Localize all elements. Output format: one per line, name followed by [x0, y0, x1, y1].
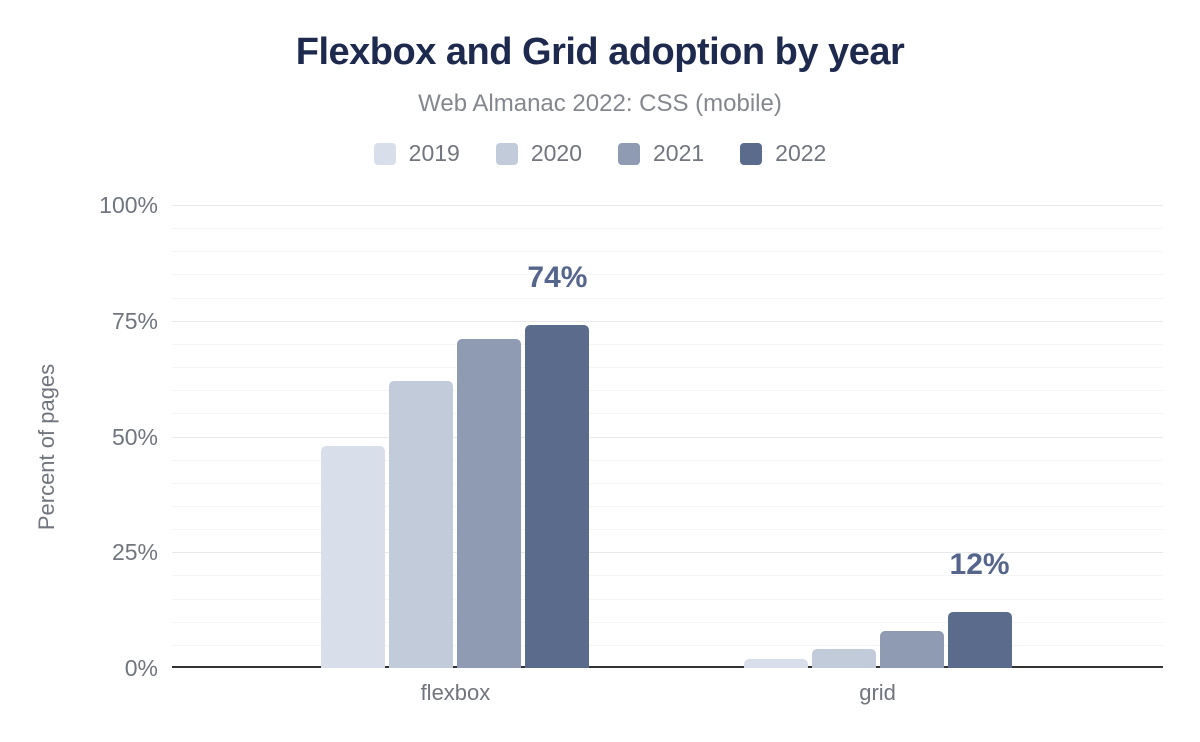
- legend-swatch-2020: [495, 142, 518, 165]
- gridline-30-minor: [172, 529, 1163, 531]
- gridline-80-minor: [172, 297, 1163, 299]
- gridline-40-minor: [172, 482, 1163, 484]
- legend-item-2021: 2021: [618, 140, 704, 167]
- bar-grid-2022: [947, 612, 1012, 668]
- x-axis-label-flexbox: flexbox: [420, 680, 491, 705]
- chart-subtitle: Web Almanac 2022: CSS (mobile): [418, 90, 782, 117]
- y-tick-label-75: 75%: [111, 307, 158, 334]
- gridline-95-minor: [172, 228, 1163, 230]
- bar-flexbox-2019: [321, 445, 386, 668]
- gridline-25-major: [172, 552, 1163, 554]
- bar-value-label-grid: 12%: [949, 548, 1010, 582]
- plot-area: 0% 25% 50% 75% 100% flexbox grid 74% 12%: [99, 192, 1163, 705]
- y-tick-label-100: 100%: [99, 192, 158, 218]
- gridline-5-minor: [172, 644, 1163, 646]
- legend-label-2022: 2022: [775, 140, 827, 166]
- bar-flexbox-2021: [457, 339, 522, 668]
- legend-swatch-2021: [618, 142, 640, 165]
- x-axis-line: [172, 666, 1163, 668]
- gridline-85-minor: [172, 274, 1163, 276]
- gridline-35-minor: [172, 505, 1163, 507]
- gridline-60-minor: [172, 390, 1163, 392]
- y-axis-title: Percent of pages: [34, 363, 59, 531]
- x-axis-label-grid: grid: [859, 680, 896, 705]
- bar-grid-2021: [879, 630, 944, 668]
- legend-swatch-2019: [373, 142, 396, 165]
- gridline-55-minor: [172, 413, 1163, 415]
- gridline-100-major: [172, 205, 1163, 206]
- gridline-45-minor: [172, 459, 1163, 461]
- legend-label-2021: 2021: [653, 140, 705, 166]
- gridline-50-major: [172, 436, 1163, 438]
- y-tick-label-25: 25%: [111, 539, 158, 566]
- bar-flexbox-2020: [389, 380, 454, 668]
- legend-label-2020: 2020: [530, 140, 582, 166]
- gridline-65-minor: [172, 367, 1163, 369]
- gridline-90-minor: [172, 251, 1163, 253]
- legend: 2019 2020 2021 2022: [0, 140, 1200, 167]
- bar-value-label-flexbox: 74%: [527, 261, 588, 295]
- bar-grid-2020: [811, 649, 876, 668]
- legend-item-2019: 2019: [373, 140, 460, 167]
- gridline-20-minor: [172, 575, 1163, 577]
- gridline-75-major: [172, 320, 1163, 322]
- legend-item-2022: 2022: [740, 140, 826, 167]
- legend-label-2019: 2019: [408, 140, 460, 166]
- gridline-10-minor: [172, 621, 1163, 623]
- legend-item-2020: 2020: [495, 140, 582, 167]
- gridline-15-minor: [172, 598, 1163, 600]
- bar-flexbox-2022: [525, 325, 590, 668]
- bar-grid-2019: [743, 658, 808, 668]
- y-tick-label-50: 50%: [111, 423, 158, 450]
- gridline-70-minor: [172, 343, 1163, 345]
- y-tick-label-0: 0%: [124, 655, 158, 681]
- legend-swatch-2022: [740, 142, 763, 165]
- chart-title: Flexbox and Grid adoption by year: [295, 31, 905, 73]
